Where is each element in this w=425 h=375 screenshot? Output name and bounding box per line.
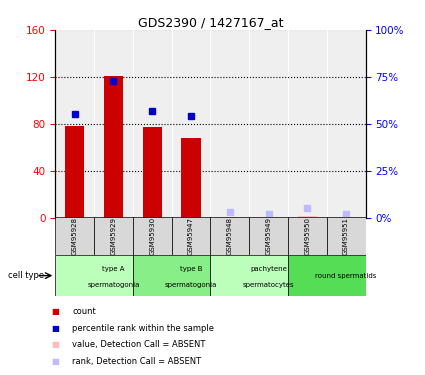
Text: ■: ■ xyxy=(51,340,59,350)
Title: GDS2390 / 1427167_at: GDS2390 / 1427167_at xyxy=(138,16,283,29)
Text: percentile rank within the sample: percentile rank within the sample xyxy=(72,324,214,333)
Bar xyxy=(142,127,162,218)
Bar xyxy=(133,255,210,296)
Text: type A: type A xyxy=(102,266,125,272)
Bar xyxy=(172,30,210,217)
Bar xyxy=(288,30,327,217)
Bar xyxy=(210,217,249,255)
Text: GSM95950: GSM95950 xyxy=(304,217,310,255)
Bar xyxy=(298,216,317,217)
Bar xyxy=(210,30,249,217)
Text: spermatocytes: spermatocytes xyxy=(243,282,295,288)
Text: count: count xyxy=(72,307,96,316)
Text: GSM95948: GSM95948 xyxy=(227,217,233,255)
Bar xyxy=(55,217,94,255)
Text: round spermatids: round spermatids xyxy=(315,273,377,279)
Bar xyxy=(288,217,327,255)
Bar xyxy=(65,126,84,218)
Text: GSM95930: GSM95930 xyxy=(149,217,155,255)
Bar xyxy=(133,217,172,255)
Bar xyxy=(133,30,172,217)
Text: rank, Detection Call = ABSENT: rank, Detection Call = ABSENT xyxy=(72,357,201,366)
Bar xyxy=(327,30,366,217)
Text: type B: type B xyxy=(180,266,202,272)
Text: GSM95929: GSM95929 xyxy=(110,217,116,255)
Bar xyxy=(94,30,133,217)
Text: value, Detection Call = ABSENT: value, Detection Call = ABSENT xyxy=(72,340,206,350)
Text: ■: ■ xyxy=(51,324,59,333)
Bar xyxy=(55,30,94,217)
Bar xyxy=(104,76,123,217)
Bar xyxy=(249,30,288,217)
Text: pachytene: pachytene xyxy=(250,266,287,272)
Text: GSM95947: GSM95947 xyxy=(188,217,194,255)
Bar xyxy=(210,255,288,296)
Bar xyxy=(181,138,201,218)
Bar xyxy=(172,217,210,255)
Text: spermatogonia: spermatogonia xyxy=(87,282,139,288)
Bar xyxy=(288,255,366,296)
Bar xyxy=(327,217,366,255)
Text: GSM95949: GSM95949 xyxy=(266,217,272,255)
Bar xyxy=(94,217,133,255)
Bar xyxy=(55,255,133,296)
Text: ■: ■ xyxy=(51,307,59,316)
Text: ■: ■ xyxy=(51,357,59,366)
Bar xyxy=(249,217,288,255)
Text: cell type: cell type xyxy=(8,271,45,280)
Text: GSM95928: GSM95928 xyxy=(72,217,78,255)
Text: spermatogonia: spermatogonia xyxy=(165,282,217,288)
Text: GSM95951: GSM95951 xyxy=(343,217,349,255)
